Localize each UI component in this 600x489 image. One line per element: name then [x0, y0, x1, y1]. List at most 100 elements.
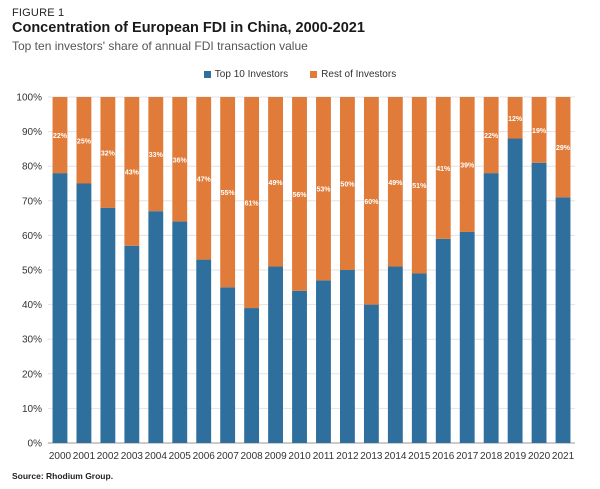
- bar-rest: [244, 97, 260, 309]
- bar-top10: [220, 287, 236, 443]
- bar-rest: [124, 97, 140, 246]
- y-tick-label: 90%: [22, 127, 42, 138]
- bar-rest: [292, 97, 307, 291]
- x-tick-label: 2002: [97, 451, 120, 462]
- figure-label: FIGURE 1: [12, 7, 65, 19]
- bar-top10: [172, 221, 188, 443]
- data-label-rest: 53%: [316, 187, 331, 194]
- bar-top10: [52, 173, 68, 443]
- bar-top10: [124, 245, 140, 443]
- x-tick-label: 2008: [240, 451, 263, 462]
- bar-rest: [316, 97, 331, 281]
- x-tick-label: 2017: [456, 451, 479, 462]
- bar-top10: [316, 280, 331, 443]
- x-tick-label: 2018: [480, 451, 503, 462]
- legend-label-rest: Rest of Investors: [321, 69, 397, 80]
- data-label-rest: 50%: [340, 182, 355, 189]
- y-tick-label: 20%: [22, 369, 42, 380]
- x-tick-label: 2013: [360, 451, 383, 462]
- x-tick-label: 2006: [193, 451, 216, 462]
- bar-rest: [100, 97, 116, 208]
- bar-top10: [459, 231, 475, 443]
- y-tick-label: 100%: [16, 93, 42, 104]
- bar-rest: [196, 97, 212, 260]
- source-note: Source: Rhodium Group.: [12, 471, 114, 481]
- data-label-rest: 29%: [556, 145, 571, 152]
- data-label-rest: 51%: [412, 183, 427, 190]
- data-label-rest: 32%: [101, 150, 116, 157]
- data-label-rest: 41%: [436, 166, 451, 173]
- bar-top10: [555, 197, 571, 443]
- bar-rest: [507, 97, 523, 139]
- x-tick-label: 2019: [504, 451, 527, 462]
- chart-title: Concentration of European FDI in China, …: [12, 20, 365, 36]
- bar-top10: [268, 266, 283, 443]
- x-tick-label: 2012: [336, 451, 359, 462]
- bar-top10: [100, 207, 116, 443]
- x-tick-label: 2015: [408, 451, 431, 462]
- legend-swatch-top10: [203, 71, 211, 78]
- data-label-rest: 22%: [53, 133, 68, 140]
- bar-rest: [555, 97, 571, 198]
- bar-top10: [531, 162, 547, 444]
- bar-rest: [76, 97, 92, 184]
- y-tick-label: 10%: [22, 404, 42, 415]
- y-tick-label: 70%: [22, 196, 42, 207]
- bar-rest: [220, 97, 236, 288]
- bar-rest: [483, 97, 499, 174]
- bar-rest: [363, 97, 379, 305]
- bar-rest: [531, 97, 547, 163]
- data-label-rest: 19%: [532, 128, 547, 135]
- bar-rest: [411, 97, 427, 274]
- legend-item-top10: Top 10 Investors: [203, 69, 289, 80]
- x-tick-label: 2000: [49, 451, 72, 462]
- data-label-rest: 36%: [173, 157, 188, 164]
- x-tick-label: 2010: [288, 451, 311, 462]
- legend-item-rest: Rest of Investors: [310, 69, 396, 80]
- data-label-rest: 60%: [364, 199, 379, 206]
- x-tick-label: 2009: [264, 451, 287, 462]
- bar-rest: [435, 97, 451, 239]
- bar-top10: [387, 266, 403, 443]
- x-tick-label: 2005: [169, 451, 192, 462]
- data-label-rest: 49%: [269, 180, 284, 187]
- bar-top10: [148, 211, 164, 443]
- bar-rest: [52, 97, 68, 174]
- x-tick-label: 2020: [528, 451, 551, 462]
- data-label-rest: 47%: [197, 176, 212, 183]
- data-label-rest: 33%: [149, 152, 164, 159]
- bar-rest: [387, 97, 403, 267]
- chart-subtitle: Top ten investors' share of annual FDI t…: [12, 39, 308, 53]
- bar-rest: [268, 97, 283, 267]
- legend-label-top10: Top 10 Investors: [214, 69, 289, 80]
- y-tick-label: 40%: [22, 300, 42, 311]
- bar-top10: [340, 270, 355, 443]
- bar-top10: [483, 173, 499, 443]
- bar-rest: [172, 97, 188, 222]
- bar-top10: [76, 183, 92, 443]
- data-label-rest: 55%: [221, 190, 236, 197]
- bar-top10: [411, 273, 427, 443]
- x-tick-label: 2021: [552, 451, 575, 462]
- x-tick-label: 2014: [384, 451, 407, 462]
- x-tick-label: 2011: [313, 451, 335, 462]
- bar-top10: [196, 259, 212, 443]
- data-label-rest: 25%: [77, 138, 92, 145]
- bar-top10: [363, 304, 379, 443]
- x-tick-label: 2003: [121, 451, 144, 462]
- y-tick-label: 30%: [22, 335, 42, 346]
- y-tick-label: 80%: [22, 162, 42, 173]
- y-tick-label: 50%: [22, 266, 42, 277]
- data-label-rest: 39%: [460, 162, 475, 169]
- data-label-rest: 61%: [245, 201, 260, 208]
- data-label-rest: 56%: [293, 192, 308, 199]
- bar-rest: [459, 97, 475, 232]
- bar-top10: [507, 138, 523, 443]
- bar-rest: [340, 97, 355, 270]
- bar-top10: [435, 238, 451, 443]
- x-tick-label: 2001: [73, 451, 96, 462]
- x-tick-label: 2004: [145, 451, 168, 462]
- x-tick-label: 2016: [432, 451, 455, 462]
- bar-top10: [244, 308, 260, 443]
